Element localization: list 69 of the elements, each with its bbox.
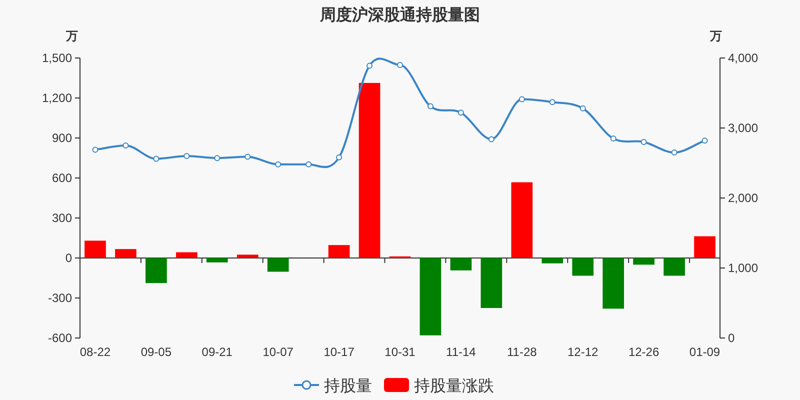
y2-tick-label: 1,000 [728, 261, 758, 275]
legend-label: 持股量涨跌 [414, 377, 494, 395]
y-tick-label: 900 [52, 131, 72, 145]
legend-label: 持股量 [324, 377, 372, 395]
x-tick-label: 08-22 [80, 345, 111, 359]
point [306, 161, 312, 168]
bar [328, 245, 350, 258]
bar [420, 258, 442, 336]
bar [146, 258, 167, 284]
bar [236, 254, 258, 258]
chart-title: 周度沪深股通持股量图 [319, 5, 480, 24]
bar [480, 258, 502, 308]
x-tick-label: 12-26 [628, 345, 660, 359]
point [427, 103, 434, 110]
point [580, 105, 586, 112]
y-axis-title: 万 [65, 29, 78, 43]
point [214, 155, 220, 162]
y-tick-label: 1,500 [42, 51, 72, 65]
point [397, 62, 403, 68]
x-tick-label: 11-28 [507, 345, 538, 359]
point [275, 161, 282, 168]
point [610, 136, 616, 142]
point [184, 153, 190, 159]
y2-tick-label: 3,000 [728, 121, 758, 135]
y-tick-label: 1,200 [42, 91, 72, 105]
bar [633, 258, 654, 265]
y2-tick-label: 0 [728, 331, 735, 345]
bar [694, 236, 716, 258]
bar [664, 258, 685, 276]
y-tick-label: 0 [65, 251, 72, 265]
point [488, 136, 494, 142]
bar [542, 258, 564, 264]
point [671, 150, 678, 156]
bar [358, 82, 380, 258]
point [244, 154, 251, 160]
x-tick-label: 10-07 [262, 345, 294, 359]
y-tick-label: -600 [48, 331, 72, 345]
point [153, 156, 160, 162]
y2-tick-label: 4,000 [728, 51, 758, 65]
point [336, 154, 342, 160]
bar [115, 249, 136, 258]
y-tick-label: -300 [48, 291, 72, 305]
bar [511, 182, 533, 258]
point [366, 62, 373, 69]
x-tick-label: 11-14 [446, 345, 476, 359]
point [92, 146, 98, 153]
bar [267, 258, 289, 272]
bar [602, 258, 624, 309]
y-tick-label: 300 [52, 211, 72, 225]
x-tick-label: 10-17 [324, 345, 355, 359]
bar [206, 258, 228, 262]
bar [572, 258, 594, 276]
point [702, 138, 708, 144]
bar [84, 240, 106, 258]
x-tick-label: 01-09 [689, 345, 720, 359]
x-tick-label: 12-12 [568, 345, 599, 359]
y-tick-label: 600 [52, 171, 72, 185]
point [122, 142, 129, 148]
point [518, 96, 525, 102]
x-tick-label: 10-31 [384, 345, 416, 359]
bar [450, 258, 472, 270]
y2-tick-label: 2,000 [728, 191, 758, 205]
point [458, 110, 464, 116]
x-tick-label: 09-05 [140, 345, 172, 359]
y2-axis-title: 万 [709, 29, 722, 43]
x-tick-label: 09-21 [202, 345, 233, 359]
bar [176, 252, 198, 258]
point [549, 99, 556, 106]
point [640, 139, 647, 145]
